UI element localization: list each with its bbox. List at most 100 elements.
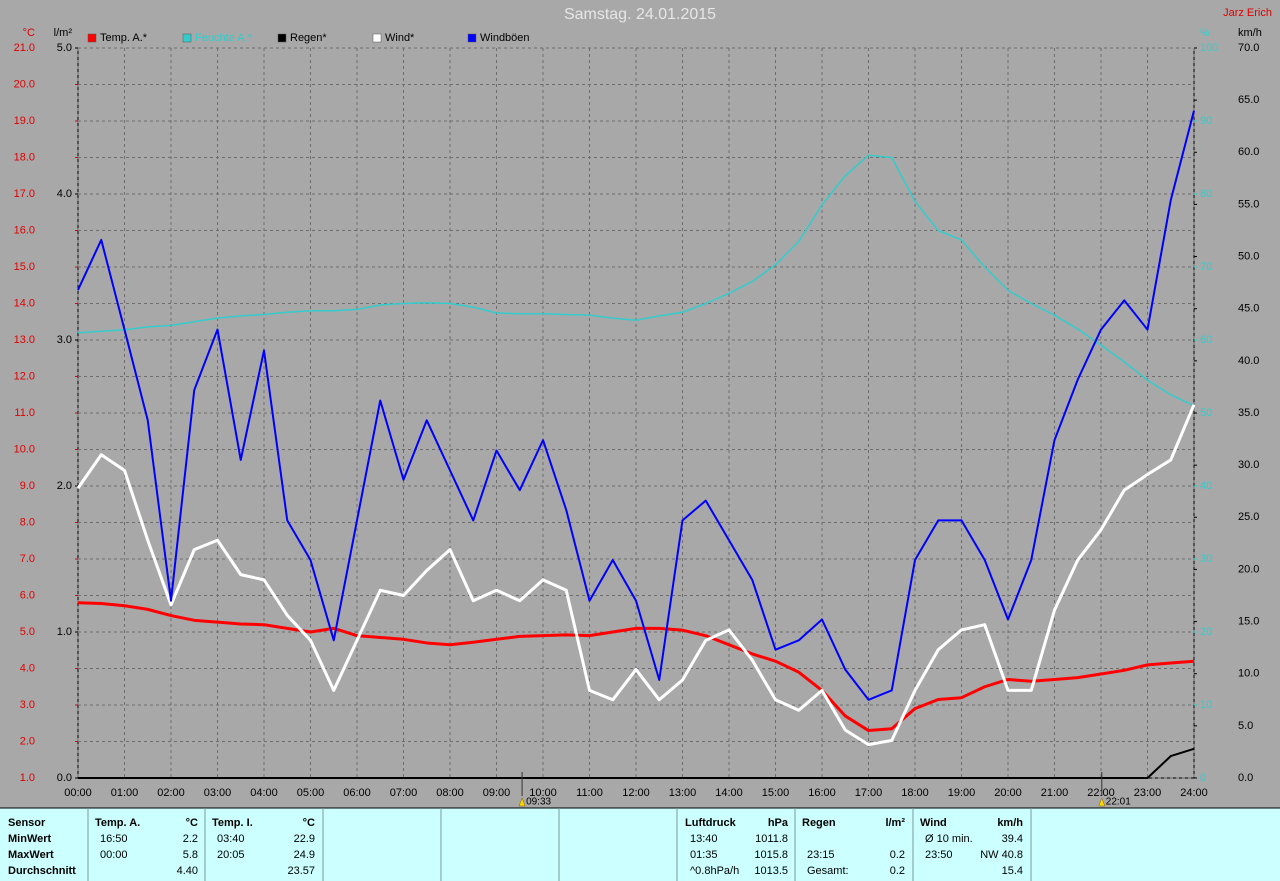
block-name: Wind xyxy=(920,817,947,829)
x-tick-label: 00:00 xyxy=(64,787,92,799)
x-tick-label: 08:00 xyxy=(436,787,464,799)
legend-label: Temp. A.* xyxy=(100,32,148,44)
x-tick-label: 07:00 xyxy=(390,787,418,799)
y-tick-label: 13.0 xyxy=(14,334,35,346)
y-tick-label: 70 xyxy=(1200,261,1212,273)
row-label: Sensor xyxy=(8,817,46,829)
legend-swatch xyxy=(467,33,477,43)
legend-label: Wind* xyxy=(385,32,415,44)
cell-time: 13:40 xyxy=(690,833,718,845)
axis-title: km/h xyxy=(1238,27,1262,39)
cell-value: 1013.5 xyxy=(754,865,788,877)
x-tick-label: 16:00 xyxy=(808,787,836,799)
x-tick-label: 11:00 xyxy=(576,787,603,799)
y-tick-label: 40 xyxy=(1200,480,1212,492)
x-tick-label: 02:00 xyxy=(157,787,185,799)
x-tick-label: 05:00 xyxy=(297,787,325,799)
axis-title: l/m² xyxy=(54,27,73,39)
y-tick-label: 15.0 xyxy=(1238,615,1259,627)
y-tick-label: 20.0 xyxy=(1238,563,1259,575)
cell-value: 2.2 xyxy=(183,833,198,845)
y-tick-label: 20.0 xyxy=(14,78,35,90)
y-tick-label: 20 xyxy=(1200,626,1212,638)
y-tick-label: 25.0 xyxy=(1238,511,1259,523)
x-tick-label: 13:00 xyxy=(669,787,697,799)
cell-value: NW 40.8 xyxy=(980,849,1023,861)
y-tick-label: 65.0 xyxy=(1238,94,1259,106)
y-tick-label: 30 xyxy=(1200,553,1212,565)
y-tick-label: 5.0 xyxy=(57,42,72,54)
legend-swatch xyxy=(277,33,287,43)
x-tick-label: 04:00 xyxy=(250,787,278,799)
block-unit: °C xyxy=(303,817,315,829)
y-tick-label: 11.0 xyxy=(14,407,35,419)
y-tick-label: 50 xyxy=(1200,407,1212,419)
y-tick-label: 5.0 xyxy=(1238,720,1253,732)
y-tick-label: 19.0 xyxy=(14,115,35,127)
legend-swatch xyxy=(182,33,192,43)
cell-value: 23.57 xyxy=(287,865,315,877)
y-tick-label: 55.0 xyxy=(1238,198,1259,210)
y-tick-label: 90 xyxy=(1200,115,1212,127)
cell-time: 03:40 xyxy=(217,833,245,845)
y-tick-label: 4.0 xyxy=(57,188,72,200)
block-name: Luftdruck xyxy=(685,817,737,829)
cell-time: ^0.8hPa/h xyxy=(690,865,739,877)
y-tick-label: 12.0 xyxy=(14,370,35,382)
x-tick-label: 12:00 xyxy=(622,787,650,799)
x-tick-label: 01:00 xyxy=(111,787,139,799)
cell-time: 23:15 xyxy=(807,849,835,861)
y-tick-label: 16.0 xyxy=(14,224,35,236)
cell-value: 0.2 xyxy=(890,849,905,861)
series-line xyxy=(77,601,1195,733)
y-tick-label: 0.0 xyxy=(57,772,72,784)
y-tick-label: 4.0 xyxy=(20,662,35,674)
annotation-icon xyxy=(1098,797,1106,807)
x-tick-label: 03:00 xyxy=(204,787,232,799)
y-tick-label: 5.0 xyxy=(20,626,35,638)
legend-swatch xyxy=(87,33,97,43)
panel-columns xyxy=(87,808,1032,881)
axis-title: % xyxy=(1200,27,1210,39)
y-tick-label: 10 xyxy=(1200,699,1212,711)
row-label: Durchschnitt xyxy=(8,865,76,877)
annotation-label: 09:33 xyxy=(526,797,551,808)
block-unit: km/h xyxy=(997,817,1023,829)
cell-value: 24.9 xyxy=(294,849,315,861)
y-tick-label: 80 xyxy=(1200,188,1212,200)
series-line xyxy=(78,747,1195,779)
cell-time: 23:50 xyxy=(925,849,953,861)
block-unit: l/m² xyxy=(885,817,905,829)
legend-swatch xyxy=(372,33,382,43)
series-line xyxy=(77,110,1195,701)
y-tick-label: 18.0 xyxy=(14,151,35,163)
y-tick-label: 2.0 xyxy=(57,480,72,492)
x-tick-label: 14:00 xyxy=(715,787,743,799)
y-tick-label: 1.0 xyxy=(57,626,72,638)
cell-value: 15.4 xyxy=(1002,865,1023,877)
y-tick-label: 0.0 xyxy=(1238,772,1253,784)
cell-time: 16:50 xyxy=(100,833,128,845)
cell-value: 0.2 xyxy=(890,865,905,877)
y-tick-label: 17.0 xyxy=(14,188,35,200)
block-name: Temp. A. xyxy=(95,817,140,829)
y-tick-label: 8.0 xyxy=(20,516,35,528)
y-tick-label: 3.0 xyxy=(20,699,35,711)
y-tick-label: 9.0 xyxy=(20,480,35,492)
annotation-icon xyxy=(518,797,526,807)
cell-time: 00:00 xyxy=(100,849,128,861)
series-line xyxy=(76,404,1196,747)
y-tick-label: 10.0 xyxy=(14,443,35,455)
y-tick-label: 35.0 xyxy=(1238,407,1259,419)
block-unit: hPa xyxy=(768,817,789,829)
y-tick-label: 1.0 xyxy=(20,772,35,784)
cell-time: 01:35 xyxy=(690,849,718,861)
annotation-label: 22:01 xyxy=(1106,797,1131,808)
x-tick-label: 10:00 xyxy=(529,787,557,799)
y-tick-label: 14.0 xyxy=(14,297,35,309)
stats-panel xyxy=(0,808,1280,881)
block-name: Temp. I. xyxy=(212,817,253,829)
cell-value: 1015.8 xyxy=(754,849,788,861)
x-tick-label: 15:00 xyxy=(762,787,790,799)
